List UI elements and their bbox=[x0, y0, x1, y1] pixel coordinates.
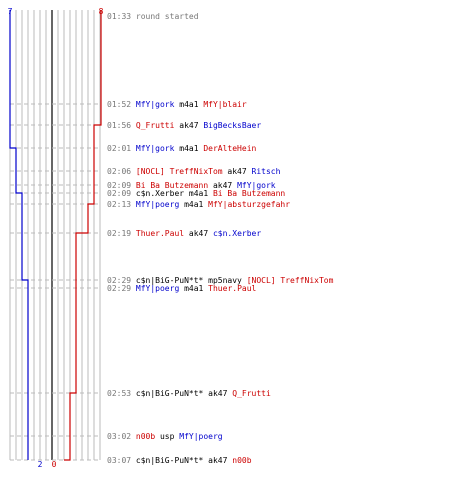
event-row: 02:01 MfY|gork m4a1 DerAlteHein bbox=[107, 144, 257, 153]
series-line-blue bbox=[9, 10, 29, 460]
event-part: m4a1 bbox=[174, 100, 203, 109]
event-time: 02:01 bbox=[107, 144, 136, 153]
event-part: MfY|gork bbox=[136, 144, 175, 153]
event-part: MfY|blair bbox=[203, 100, 247, 109]
event-time: 01:33 bbox=[107, 12, 136, 21]
event-time: 03:02 bbox=[107, 432, 136, 441]
event-part: [NOCL] TreffNixTom bbox=[247, 276, 334, 285]
event-part: ak47 bbox=[184, 229, 213, 238]
event-part: ak47 bbox=[208, 181, 237, 190]
start-label-blue: 7 bbox=[8, 7, 13, 16]
event-part: m4a1 bbox=[179, 284, 208, 293]
event-part: usp bbox=[155, 432, 179, 441]
end-label-blue: 2 bbox=[38, 460, 43, 469]
event-row: 02:09 c$n.Xerber m4a1 Bi Ba Butzemann bbox=[107, 189, 285, 198]
event-part: Thuer.Paul bbox=[208, 284, 256, 293]
event-part: Bi Ba Butzemann bbox=[136, 181, 208, 190]
event-time: 03:07 bbox=[107, 456, 136, 465]
event-row: 01:56 Q_Frutti ak47 BigBecksBaer bbox=[107, 121, 261, 130]
event-part: c$n|BiG-PuN*t* bbox=[136, 389, 204, 398]
event-time: 02:53 bbox=[107, 389, 136, 398]
event-part: ak47 bbox=[223, 167, 252, 176]
event-time: 02:09 bbox=[107, 189, 136, 198]
event-row: 02:09 Bi Ba Butzemann ak47 MfY|gork bbox=[107, 181, 276, 190]
event-part: MfY|gork bbox=[237, 181, 276, 190]
event-time: 01:56 bbox=[107, 121, 136, 130]
event-part: MfY|poerg bbox=[179, 432, 223, 441]
event-part: MfY|poerg bbox=[136, 200, 180, 209]
event-part: m4a1 bbox=[179, 200, 208, 209]
event-part: c$n|BiG-PuN*t* bbox=[136, 276, 204, 285]
event-part: n00b bbox=[232, 456, 251, 465]
event-row: 01:52 MfY|gork m4a1 MfY|blair bbox=[107, 100, 247, 109]
event-time: 02:13 bbox=[107, 200, 136, 209]
event-time: 02:19 bbox=[107, 229, 136, 238]
event-row: 02:13 MfY|poerg m4a1 MfY|absturzgefahr bbox=[107, 200, 290, 209]
event-row: 02:19 Thuer.Paul ak47 c$n.Xerber bbox=[107, 229, 261, 238]
event-part: m4a1 bbox=[174, 144, 203, 153]
event-part: n00b bbox=[136, 432, 155, 441]
event-part: Thuer.Paul bbox=[136, 229, 184, 238]
event-part: round started bbox=[136, 12, 199, 21]
event-part: MfY|gork bbox=[136, 100, 175, 109]
event-part: [NOCL] TreffNixTom bbox=[136, 167, 223, 176]
event-part: c$n.Xerber bbox=[136, 189, 184, 198]
event-list: 01:33 round started 01:52 MfY|gork m4a1 M… bbox=[107, 12, 334, 465]
event-time: 02:29 bbox=[107, 276, 136, 285]
series-lines bbox=[9, 10, 102, 461]
event-row: 02:29 c$n|BiG-PuN*t* mp5navy [NOCL] Tref… bbox=[107, 276, 334, 285]
grid bbox=[9, 10, 101, 461]
count-labels: 7 8 2 0 bbox=[8, 7, 104, 469]
event-part: DerAlteHein bbox=[203, 144, 256, 153]
event-part: Q_Frutti bbox=[232, 389, 271, 398]
event-part: ak47 bbox=[203, 389, 232, 398]
series-line-red bbox=[64, 10, 102, 461]
event-part: m4a1 bbox=[184, 189, 213, 198]
event-time: 02:06 bbox=[107, 167, 136, 176]
event-row: 01:33 round started bbox=[107, 12, 199, 21]
event-part: ak47 bbox=[174, 121, 203, 130]
event-part: c$n.Xerber bbox=[213, 229, 261, 238]
event-time: 02:09 bbox=[107, 181, 136, 190]
event-part: BigBecksBaer bbox=[203, 121, 261, 130]
start-label-red: 8 bbox=[99, 7, 104, 16]
event-part: MfY|poerg bbox=[136, 284, 180, 293]
event-row: 02:06 [NOCL] TreffNixTom ak47 Ritsch bbox=[107, 167, 281, 176]
event-part: MfY|absturzgefahr bbox=[208, 200, 290, 209]
event-part: Ritsch bbox=[252, 167, 281, 176]
event-time: 02:29 bbox=[107, 284, 136, 293]
event-row: 02:53 c$n|BiG-PuN*t* ak47 Q_Frutti bbox=[107, 389, 271, 398]
event-part: Q_Frutti bbox=[136, 121, 175, 130]
event-part: ak47 bbox=[203, 456, 232, 465]
end-label-red: 0 bbox=[52, 460, 57, 469]
event-time: 01:52 bbox=[107, 100, 136, 109]
event-row: 02:29 MfY|poerg m4a1 Thuer.Paul bbox=[107, 284, 257, 293]
event-row: 03:02 n00b usp MfY|poerg bbox=[107, 432, 223, 441]
event-part: c$n|BiG-PuN*t* bbox=[136, 456, 204, 465]
event-part: Bi Ba Butzemann bbox=[213, 189, 285, 198]
event-row: 03:07 c$n|BiG-PuN*t* ak47 n00b bbox=[107, 456, 252, 465]
event-part: mp5navy bbox=[203, 276, 246, 285]
